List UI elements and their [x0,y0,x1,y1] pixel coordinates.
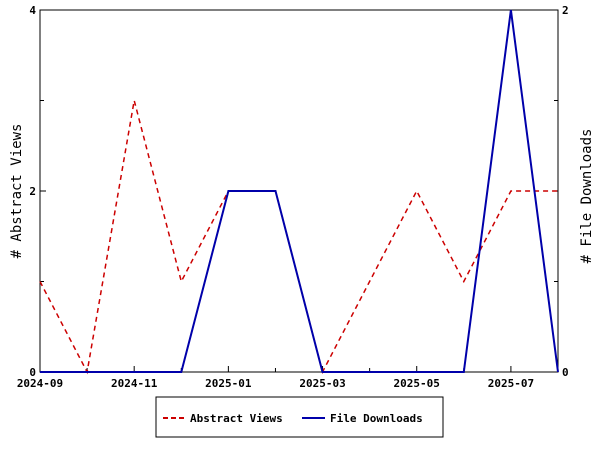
x-tick-label: 2025-07 [488,377,534,390]
x-tick-label: 2025-03 [299,377,345,390]
y-axis-title: # Abstract Views [9,124,25,259]
y-tick-label: 0 [29,366,36,379]
legend-label: Abstract Views [190,412,283,425]
plot-area [39,9,559,373]
legend: Abstract Views File Downloads [155,396,444,438]
y2-axis-title: # File Downloads [579,129,595,264]
y2-tick-label: 0 [562,366,569,379]
y2-tick-label: 2 [562,4,569,17]
tick-labels: 2024-09 2024-11 2025-01 2025-03 2025-05 2025-… [17,4,569,390]
y-tick-label: 4 [29,4,36,17]
series-line-file-downloads [40,9,559,373]
x-tick-label: 2024-09 [17,377,63,390]
series-line-abstract-views [39,100,558,375]
x-tick-label: 2025-05 [394,377,440,390]
x-tick-label: 2025-01 [205,377,252,390]
series-lines [39,9,559,375]
plot-border [39,9,559,373]
y-tick-label: 2 [29,185,36,198]
legend-label: File Downloads [330,412,423,425]
legend-box [155,396,444,438]
x-tick-label: 2024-11 [111,377,158,390]
axis-ticks [39,9,559,373]
